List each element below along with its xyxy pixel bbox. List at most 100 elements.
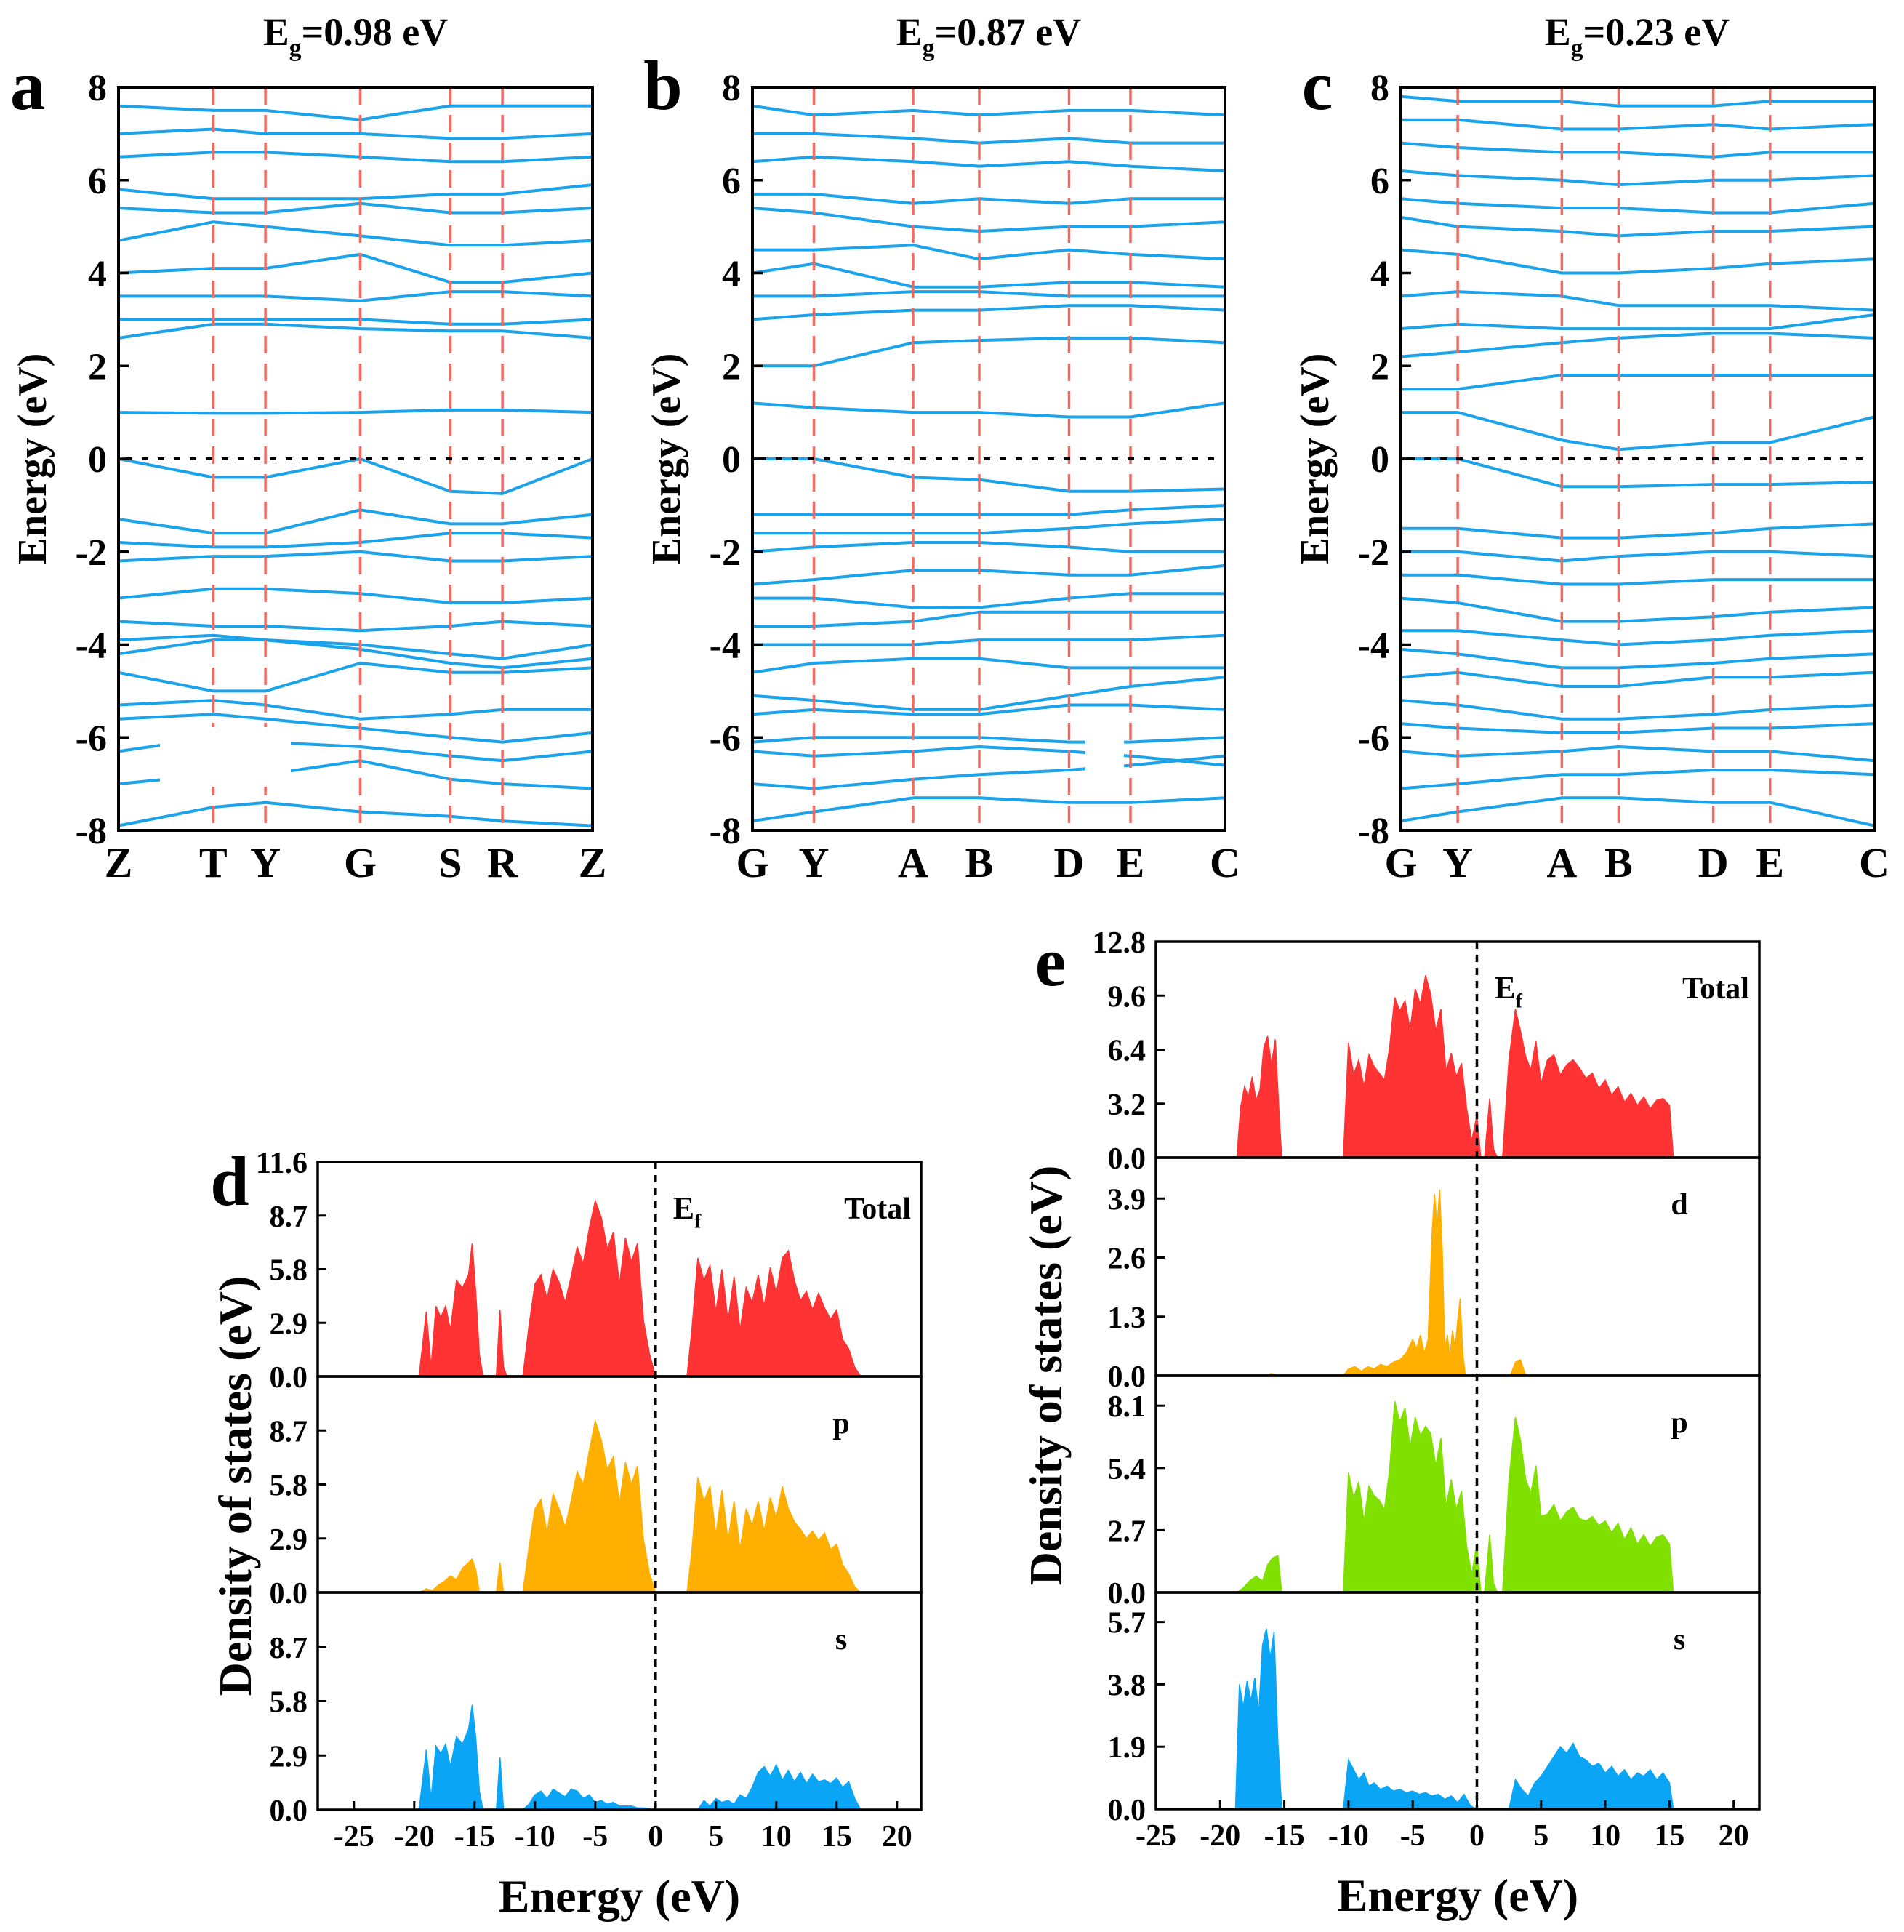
band-line-c-20 — [1401, 197, 1874, 215]
y-tick-label-b: 6 — [722, 161, 741, 202]
y-tick-label-b: -8 — [710, 811, 741, 852]
dos-area-d-total — [418, 1198, 862, 1377]
kpoint-label-b: A — [898, 839, 928, 886]
y-tick-label-b: 2 — [722, 346, 741, 388]
kpoint-label-a: R — [487, 839, 518, 886]
dos-x-axis-label-e: Energy (eV) — [1337, 1869, 1578, 1921]
band-line-b-22 — [752, 192, 1225, 205]
kpoint-label-a: Y — [250, 839, 281, 886]
dos-y-tick-label: 0.0 — [1108, 1360, 1146, 1394]
kpoint-label-c: B — [1604, 839, 1633, 886]
band-line-b-17 — [752, 304, 1225, 321]
dos-y-tick-label: 8.7 — [270, 1201, 308, 1234]
dos-frame-d-2 — [316, 1591, 923, 1811]
band-line-c-6 — [1401, 647, 1874, 670]
y-tick-label-a: -6 — [76, 718, 107, 759]
dos-x-tick-label: -25 — [1136, 1819, 1176, 1853]
dos-subplot-label-e-d: d — [1671, 1188, 1687, 1222]
y-axis-label-a: Energy (eV) — [10, 353, 55, 565]
band-line-c-24 — [1401, 95, 1874, 108]
band-line-b-24 — [752, 132, 1225, 145]
band-line-c-8 — [1401, 596, 1874, 623]
y-tick-label-b: -4 — [710, 625, 741, 667]
y-tick-label-c: -4 — [1358, 625, 1389, 667]
band-line-b-12 — [752, 518, 1225, 535]
dos-x-tick-label: -25 — [334, 1820, 374, 1853]
band-line-c-13 — [1401, 411, 1874, 452]
dos-x-tick-label: 5 — [1533, 1819, 1548, 1853]
dos-subplot-label-e-total: Total — [1682, 972, 1749, 1006]
band-line-c-14 — [1401, 374, 1874, 391]
y-tick-label-b: -2 — [710, 532, 741, 574]
kpoint-label-a: G — [344, 839, 377, 886]
dos-subplot-label-d-p: p — [832, 1407, 849, 1440]
dos-x-tick-label: -5 — [582, 1820, 608, 1853]
dos-y-tick-label: 3.9 — [1108, 1183, 1146, 1216]
band-line-a-7 — [119, 633, 593, 660]
band-line-c-11 — [1401, 522, 1874, 540]
band-line-a-14 — [119, 408, 593, 415]
band-line-b-16 — [752, 336, 1225, 368]
y-tick-label-c: 2 — [1370, 346, 1389, 388]
band-line-b-14 — [752, 457, 1225, 493]
band-line-b-19 — [752, 262, 1225, 289]
band-line-b-0 — [752, 796, 1225, 823]
band-line-a-24 — [119, 104, 593, 121]
dos-y-tick-label: 9.6 — [1108, 980, 1146, 1014]
dos-y-tick-label: 6.4 — [1108, 1035, 1146, 1068]
dos-y-tick-label: 11.6 — [256, 1147, 308, 1180]
dos-y-tick-label: 0.0 — [270, 1795, 308, 1828]
dos-x-tick-label: -20 — [1200, 1819, 1240, 1853]
y-tick-label-c: -2 — [1358, 532, 1389, 574]
dos-x-tick-label: 20 — [1719, 1819, 1749, 1853]
fermi-label-e: Ef — [1494, 970, 1522, 1011]
dos-y-tick-label: 1.3 — [1108, 1302, 1146, 1335]
dos-y-axis-label-e: Density of states (eV) — [1020, 1166, 1072, 1586]
dos-area-d-p — [419, 1419, 862, 1593]
dos-x-tick-label: 0 — [648, 1820, 663, 1853]
band-line-c-4 — [1401, 699, 1874, 721]
y-tick-label-a: 0 — [88, 439, 107, 481]
cover-patch-a — [160, 727, 291, 787]
dos-y-tick-label: 0.0 — [270, 1361, 308, 1395]
band-line-c-2 — [1401, 745, 1874, 763]
y-tick-label-c: 4 — [1370, 254, 1389, 295]
band-line-b-8 — [752, 610, 1225, 628]
kpoint-label-c: Y — [1442, 839, 1473, 886]
y-tick-label-a: -2 — [76, 532, 107, 574]
dos-area-d-s — [418, 1704, 862, 1811]
panel-title-c-rest: =0.23 eV — [1583, 10, 1730, 54]
dos-y-tick-label: 0.0 — [1108, 1142, 1146, 1176]
panel-title-b-sub: g — [923, 35, 935, 62]
band-line-c-10 — [1401, 550, 1874, 563]
kpoint-label-a: T — [199, 839, 228, 886]
band-line-a-9 — [119, 587, 593, 604]
band-line-b-15 — [752, 401, 1225, 419]
dos-x-tick-label: 10 — [1590, 1819, 1620, 1853]
band-line-b-13 — [752, 503, 1225, 516]
band-line-b-21 — [752, 207, 1225, 233]
band-line-a-11 — [119, 532, 593, 549]
kpoint-label-b: G — [736, 839, 768, 886]
dos-y-tick-label: 8.1 — [1108, 1390, 1146, 1424]
band-line-a-16 — [119, 318, 593, 326]
dos-y-tick-label: 12.8 — [1093, 926, 1146, 960]
panel-letter-b: b — [643, 47, 682, 124]
band-line-c-17 — [1401, 290, 1874, 312]
dos-y-tick-label: 8.7 — [270, 1415, 308, 1448]
fermi-label-d-sub: f — [694, 1210, 702, 1232]
band-line-b-18 — [752, 290, 1225, 298]
dos-area-e-p — [1234, 1400, 1674, 1593]
band-line-c-23 — [1401, 118, 1874, 131]
kpoint-label-a: Z — [105, 839, 133, 886]
dos-subplot-label-d-total: Total — [844, 1193, 911, 1226]
band-line-c-7 — [1401, 629, 1874, 646]
band-line-c-0 — [1401, 796, 1874, 827]
kpoint-label-a: Z — [579, 839, 607, 886]
dos-y-tick-label: 1.9 — [1108, 1731, 1146, 1765]
band-line-a-15 — [119, 322, 593, 340]
dos-area-e-d — [1264, 1189, 1527, 1376]
y-tick-label-c: 0 — [1370, 439, 1389, 481]
band-line-c-1 — [1401, 769, 1874, 790]
